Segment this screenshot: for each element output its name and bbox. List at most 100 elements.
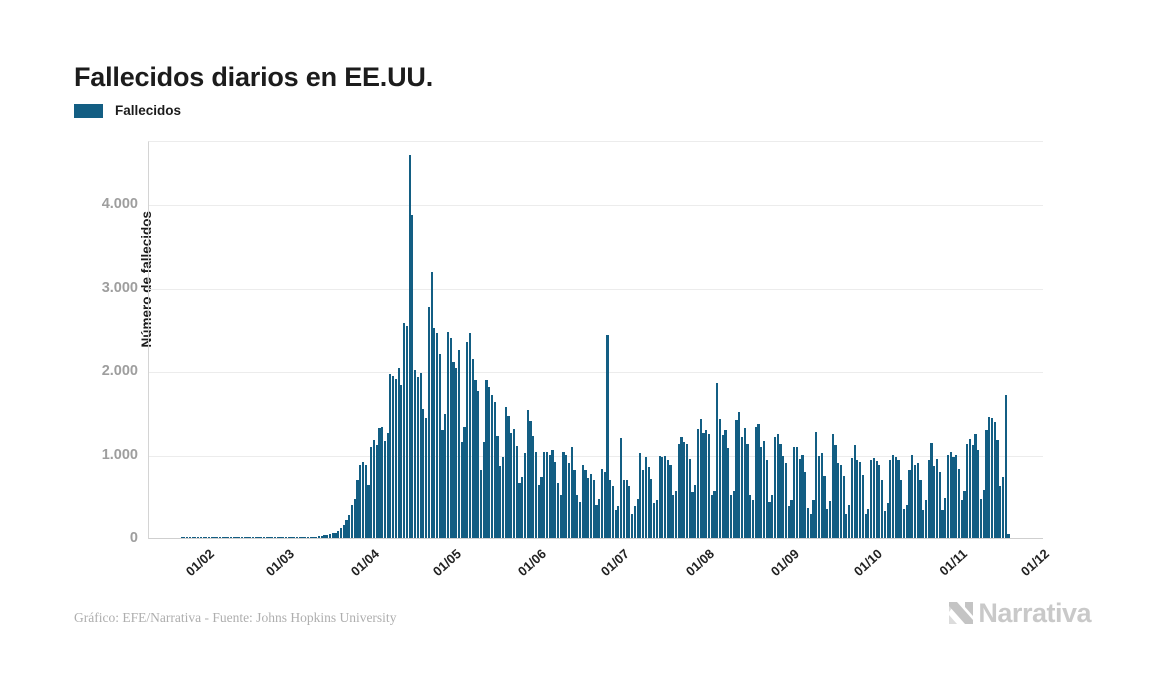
source-credit: Gráfico: EFE/Narrativa - Fuente: Johns H…: [74, 610, 397, 625]
bar: [823, 476, 826, 538]
bar: [383, 440, 386, 538]
bar: [653, 502, 656, 538]
bar: [990, 417, 994, 538]
bar: [405, 326, 408, 538]
bar: [644, 457, 647, 538]
bar: [957, 468, 961, 538]
bar: [968, 439, 972, 538]
bar: [221, 537, 224, 538]
bar: [446, 331, 450, 538]
bar: [935, 458, 939, 538]
bar: [202, 537, 205, 538]
bar: [257, 537, 260, 538]
bar: [381, 426, 384, 538]
gridline: [149, 288, 1043, 290]
bar: [532, 435, 535, 538]
bar: [485, 379, 488, 538]
bar: [414, 370, 417, 538]
bar: [331, 533, 334, 538]
bar: [191, 537, 194, 538]
bar: [598, 498, 601, 538]
bar: [856, 460, 859, 538]
bar: [820, 452, 823, 538]
bar: [765, 460, 768, 538]
bar: [268, 537, 271, 538]
bar: [188, 537, 191, 538]
bar: [540, 477, 543, 538]
bar: [927, 460, 930, 538]
bar: [685, 443, 689, 538]
bar: [867, 508, 870, 538]
bar: [636, 498, 639, 538]
bar: [735, 420, 738, 538]
x-axis-line: [149, 538, 1043, 539]
x-tick-label: 01/03: [262, 546, 297, 579]
bar: [320, 535, 323, 538]
bar: [625, 480, 628, 538]
bar: [878, 464, 881, 538]
bar: [265, 537, 268, 538]
gridline: [149, 205, 1043, 207]
bar: [479, 469, 483, 538]
bar: [392, 376, 395, 538]
bar: [710, 495, 713, 538]
bar: [306, 537, 310, 538]
bar: [232, 537, 235, 538]
bar: [845, 513, 848, 538]
bar: [911, 455, 914, 538]
bar: [848, 505, 851, 538]
bar: [705, 430, 708, 538]
bar: [507, 416, 510, 538]
bar: [883, 511, 886, 538]
bar: [199, 537, 202, 538]
bar: [455, 367, 458, 538]
y-tick-label: 3.000: [101, 279, 138, 296]
bar: [861, 475, 864, 538]
bar: [589, 473, 593, 538]
bar: [982, 489, 985, 538]
y-tick-label: 0: [129, 530, 138, 546]
bar: [488, 386, 491, 538]
bar: [696, 429, 700, 538]
bar: [798, 458, 801, 538]
bar: [674, 491, 678, 538]
bar: [850, 457, 853, 538]
bar: [350, 505, 354, 538]
bar: [801, 455, 804, 538]
bar: [570, 447, 573, 538]
bar: [279, 537, 282, 538]
x-tick-label: 01/07: [597, 546, 632, 579]
bar: [661, 456, 664, 538]
bar: [441, 430, 444, 538]
bar: [963, 491, 966, 538]
bar: [438, 353, 441, 538]
bar: [436, 332, 439, 538]
bar: [979, 498, 983, 538]
bar: [543, 451, 546, 538]
bar: [551, 450, 554, 538]
bar: [790, 499, 793, 538]
bar: [499, 465, 502, 538]
bar: [804, 472, 807, 538]
bar: [620, 437, 623, 538]
bar: [916, 462, 919, 538]
bar: [554, 461, 557, 538]
bar: [372, 439, 375, 538]
bar: [235, 537, 238, 538]
bar: [562, 452, 565, 538]
legend: Fallecidos: [74, 103, 181, 118]
bar: [408, 154, 411, 538]
bar: [389, 373, 392, 538]
bar: [639, 452, 642, 538]
bar: [194, 537, 197, 538]
bar: [262, 537, 266, 538]
y-tick-label: 4.000: [101, 196, 138, 213]
bar: [290, 537, 293, 538]
bar: [773, 437, 777, 538]
bar: [853, 444, 856, 538]
bar: [482, 441, 485, 538]
bar: [809, 513, 812, 538]
bar: [793, 447, 796, 538]
bar: [996, 440, 999, 538]
